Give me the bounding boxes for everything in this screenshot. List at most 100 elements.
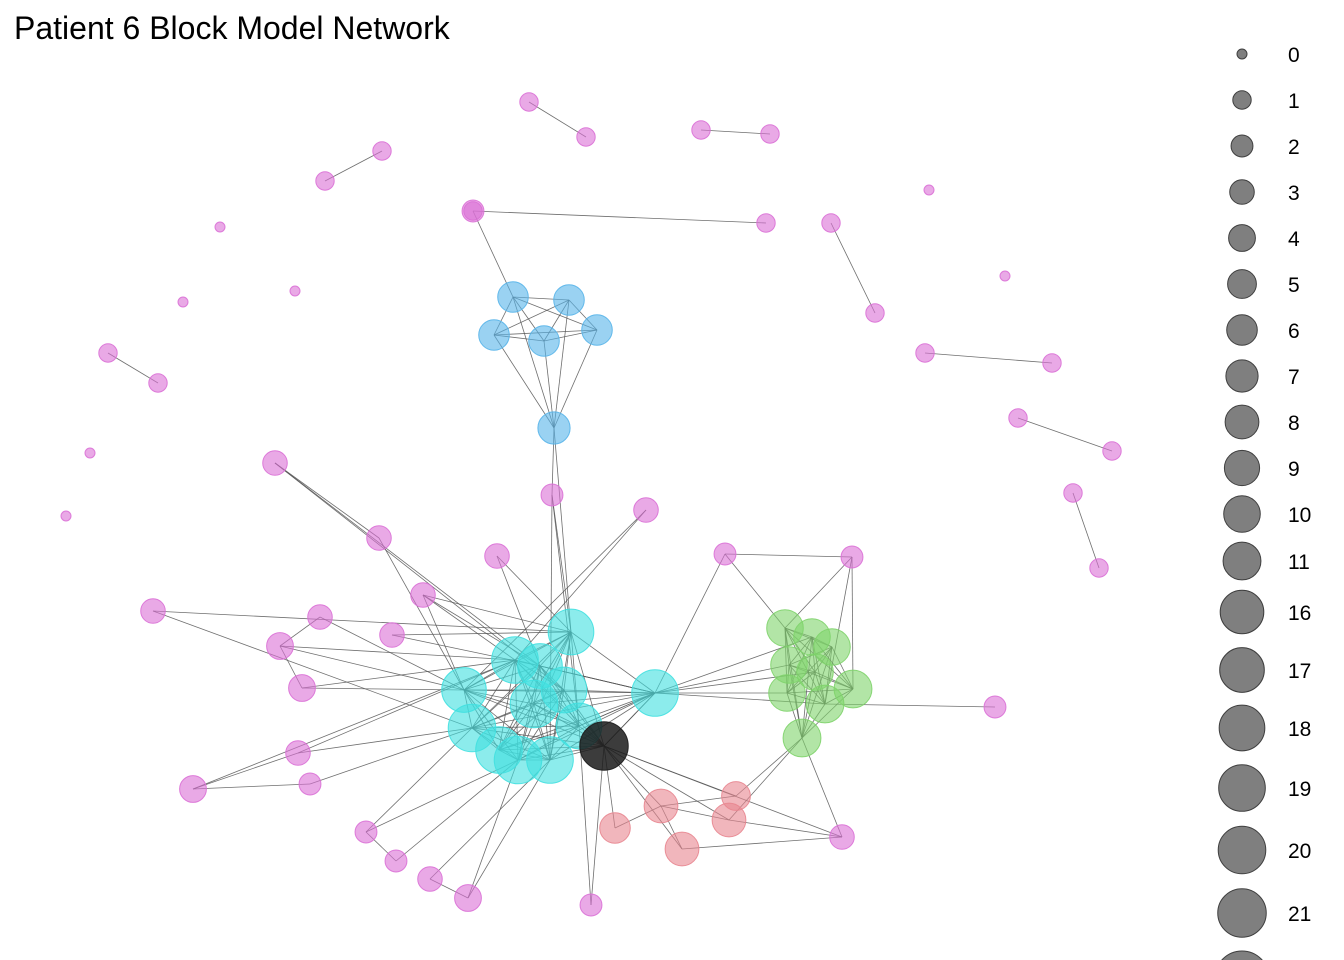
node-p14 (999, 270, 1011, 282)
node-p29 (840, 545, 864, 569)
legend-size-19 (1218, 764, 1266, 812)
node-b1 (497, 281, 529, 313)
edge-p37-c2 (279, 645, 516, 661)
legend-size-6 (1226, 314, 1258, 346)
node-k1 (579, 721, 629, 771)
node-p6 (315, 171, 335, 191)
edge-p30-c5 (274, 462, 541, 667)
edge-p34-c3 (152, 610, 473, 729)
edge-p18-p19 (924, 352, 1053, 364)
edge-p38-c1 (319, 616, 465, 691)
node-p1 (519, 92, 539, 112)
node-p32 (484, 543, 510, 569)
node-p37 (266, 632, 294, 660)
edge-p40-p42 (192, 783, 311, 790)
legend-label-16: 16 (1288, 602, 1311, 625)
edge-b2-b6 (553, 299, 570, 429)
legend-label-5: 5 (1288, 274, 1300, 297)
node-p23 (1089, 558, 1109, 578)
node-p28 (713, 542, 737, 566)
node-p42 (298, 772, 322, 796)
chart-title: Patient 6 Block Model Network (14, 10, 450, 46)
node-layer (60, 92, 1122, 917)
node-p35 (410, 582, 436, 608)
node-b2 (553, 284, 585, 316)
legend-label-11: 11 (1288, 551, 1310, 574)
legend-size-cutoff (1221, 950, 1263, 960)
node-p15 (289, 285, 301, 297)
node-b6 (537, 411, 571, 445)
legend-label-9: 9 (1288, 458, 1300, 481)
legend-label-7: 7 (1288, 366, 1300, 389)
edge-p34-c4 (152, 610, 572, 633)
edge-b3-b6 (493, 334, 555, 429)
node-p44 (384, 849, 408, 873)
node-g8 (805, 684, 845, 724)
legend-size-2 (1230, 134, 1254, 158)
edge-p26-b1 (472, 210, 514, 298)
edge-p29-g6 (851, 556, 854, 690)
edge-b1-b6 (512, 296, 555, 429)
legend-size-5 (1227, 269, 1257, 299)
node-p3 (691, 120, 711, 140)
edge-k1-p49 (590, 745, 605, 906)
node-p7 (923, 184, 935, 196)
edge-p28-c11 (654, 553, 726, 694)
edge-p37-c1 (279, 645, 465, 691)
node-g7 (768, 674, 806, 712)
edge-p1-p2 (528, 101, 587, 138)
legend-size-0 (1236, 48, 1248, 60)
node-p4 (760, 124, 780, 144)
node-p41 (285, 740, 311, 766)
node-p27 (540, 483, 564, 507)
legend-size-21 (1217, 888, 1267, 938)
legend-label-8: 8 (1288, 412, 1300, 435)
legend-label-6: 6 (1288, 320, 1300, 343)
node-p49 (579, 893, 603, 917)
legend-size-11 (1222, 541, 1262, 581)
legend-label-1: 1 (1288, 90, 1300, 113)
legend-size-8 (1224, 404, 1260, 440)
legend-size-18 (1218, 704, 1266, 752)
node-c11 (631, 669, 679, 717)
edge-p20-p21 (1017, 417, 1113, 452)
legend-label-3: 3 (1288, 182, 1300, 205)
node-p12 (821, 213, 841, 233)
legend-size-17 (1219, 647, 1265, 693)
edge-layer (107, 101, 1113, 906)
node-p38 (307, 604, 333, 630)
node-p18 (915, 343, 935, 363)
legend-label-0: 0 (1288, 44, 1300, 67)
edge-p41-c3 (297, 727, 473, 754)
node-p46 (454, 884, 482, 912)
edge-p33-c2 (514, 509, 647, 661)
node-p8 (214, 221, 226, 233)
node-p17 (148, 373, 168, 393)
node-p19 (1042, 353, 1062, 373)
legend-size-3 (1229, 179, 1255, 205)
node-r2 (643, 788, 679, 824)
node-p13 (865, 303, 885, 323)
node-b5 (581, 314, 613, 346)
edge-r4-p48 (681, 836, 843, 850)
node-p26 (461, 199, 485, 223)
node-p11 (756, 213, 776, 233)
legend-size-9 (1223, 449, 1261, 487)
edge-r3-p48 (728, 819, 843, 838)
legend-label-20: 20 (1288, 840, 1311, 863)
edge-p39-c2 (301, 659, 516, 689)
legend-label-4: 4 (1288, 228, 1300, 251)
legend-label-21: 21 (1288, 903, 1311, 926)
node-p45 (417, 866, 443, 892)
edge-b5-b6 (553, 329, 598, 429)
legend-label-2: 2 (1288, 136, 1300, 159)
node-p47 (983, 695, 1007, 719)
node-p24 (84, 447, 96, 459)
edge-p40-p41 (192, 752, 299, 790)
node-p31 (366, 525, 392, 551)
edge-p46-c9 (467, 759, 551, 899)
edge-b6-c4 (553, 427, 572, 633)
size-legend: 0 1 2 3 4 5 6 7 8 9 10 11 16 17 18 19 20 21 (1217, 44, 1311, 960)
node-r5 (599, 812, 631, 844)
node-p30 (262, 450, 288, 476)
